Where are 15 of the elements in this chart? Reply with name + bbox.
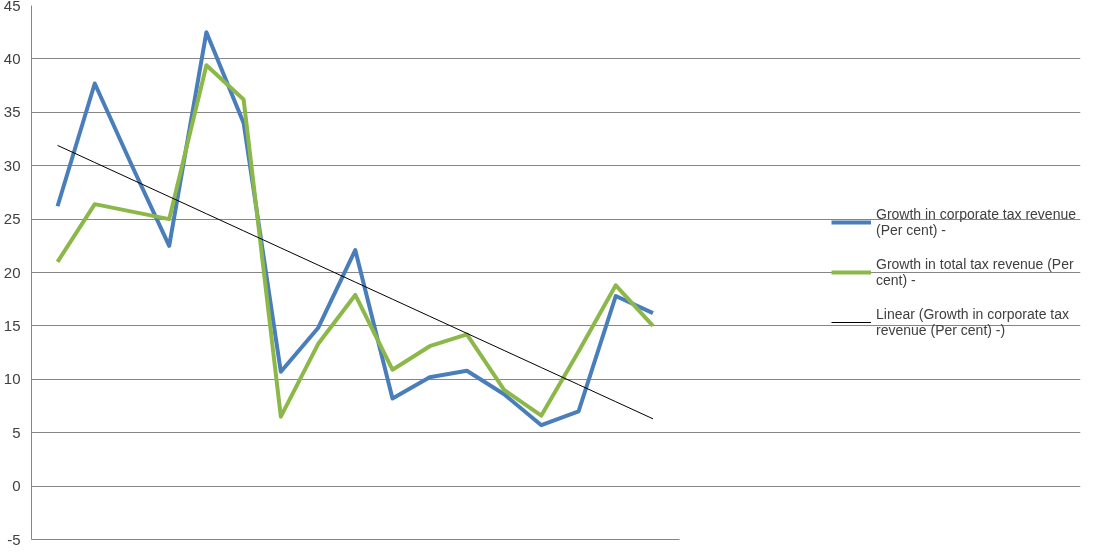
y-tick-label: 30 bbox=[3, 156, 21, 174]
y-tick-label: 45 bbox=[3, 0, 21, 14]
y-tick-label: 25 bbox=[3, 210, 21, 228]
legend-label: Growth in corporate tax revenue (Per cent) - bbox=[876, 206, 1076, 238]
y-tick-label: 5 bbox=[12, 423, 21, 441]
y-tick-label: 10 bbox=[3, 370, 21, 388]
legend-label: Linear (Growth in corporate tax revenue (Per cent) -) bbox=[876, 306, 1069, 338]
y-tick-label: 20 bbox=[3, 263, 21, 281]
y-tick-label: 40 bbox=[3, 49, 21, 67]
y-tick-label: 15 bbox=[3, 316, 21, 334]
y-tick-label: 0 bbox=[12, 477, 21, 495]
line-series bbox=[57, 144, 654, 420]
y-tick-label: 35 bbox=[3, 103, 21, 121]
legend-label: Growth in total tax revenue (Per cent) - bbox=[876, 256, 1074, 288]
y-tick-label: -5 bbox=[7, 530, 21, 548]
